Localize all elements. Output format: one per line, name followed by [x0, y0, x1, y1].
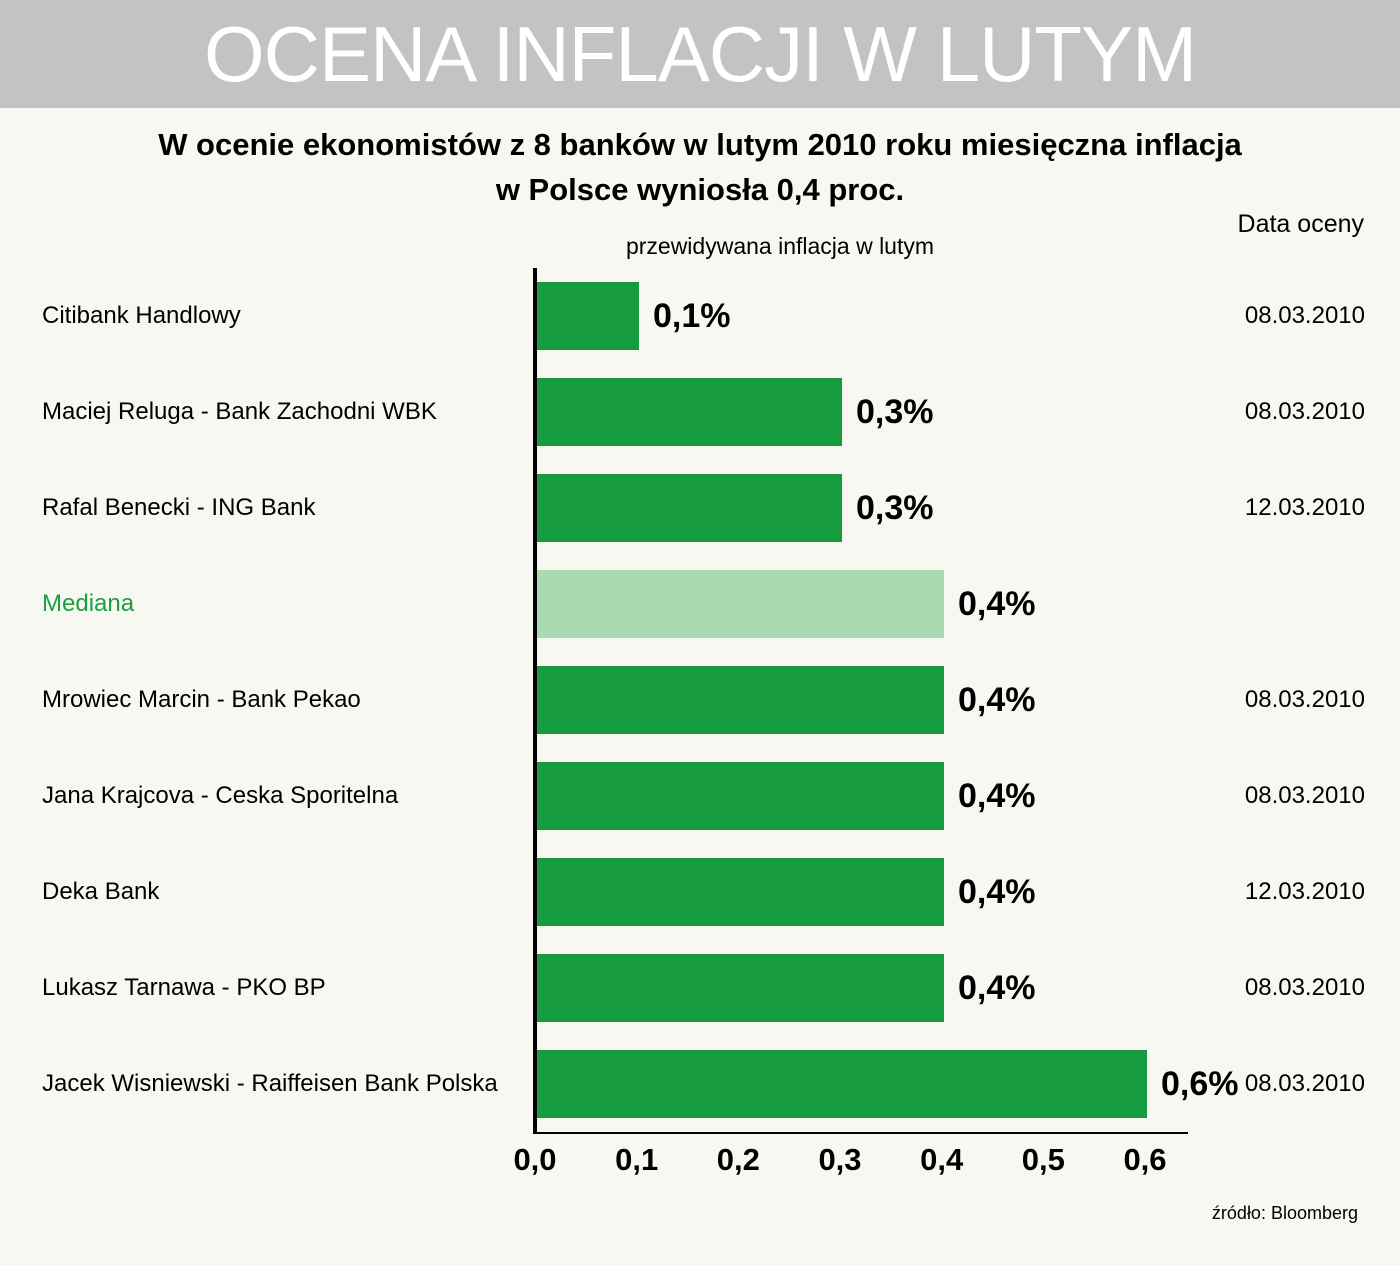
- chart-row: Jacek Wisniewski - Raiffeisen Bank Polsk…: [0, 1036, 1400, 1132]
- x-axis-line: [533, 1132, 1188, 1134]
- date-label: 12.03.2010: [1244, 494, 1365, 521]
- bar: [537, 666, 944, 734]
- value-label: 0,6%: [1161, 1064, 1239, 1103]
- bank-label: Lukasz Tarnawa - PKO BP: [42, 974, 326, 1001]
- bank-label: Citibank Handlowy: [42, 302, 241, 329]
- chart-rows: Citibank Handlowy 0,1% 08.03.2010 Maciej Re…: [0, 268, 1400, 1132]
- chart-row: Rafal Benecki - ING Bank 0,3% 12.03.2010: [0, 460, 1400, 556]
- bank-label: Jana Krajcova - Ceska Sporitelna: [42, 782, 399, 809]
- date-column-header: Data oceny: [1237, 210, 1364, 238]
- x-tick-label: 0,2: [716, 1142, 760, 1177]
- title-banner: OCENA INFLACJI W LUTYM: [0, 0, 1400, 108]
- bar: [537, 378, 842, 446]
- bank-label: Rafal Benecki - ING Bank: [42, 494, 316, 521]
- chart-subtitle: W ocenie ekonomistów z 8 banków w lutym …: [0, 122, 1400, 212]
- value-label: 0,4%: [958, 968, 1036, 1007]
- value-label: 0,4%: [958, 680, 1036, 719]
- chart-row: Mediana 0,4%: [0, 556, 1400, 652]
- x-tick-label: 0,0: [513, 1142, 557, 1177]
- x-tick-label: 0,5: [1021, 1142, 1065, 1177]
- chart-row: Maciej Reluga - Bank Zachodni WBK 0,3% 08.…: [0, 364, 1400, 460]
- chart-row: Deka Bank 0,4% 12.03.2010: [0, 844, 1400, 940]
- bar: [537, 1050, 1147, 1118]
- x-tick-label: 0,3: [818, 1142, 862, 1177]
- value-label: 0,1%: [653, 296, 731, 335]
- subtitle-line-2: w Polsce wyniosła 0,4 proc.: [495, 172, 905, 207]
- x-tick-label: 0,6: [1123, 1142, 1167, 1177]
- bar: [537, 954, 944, 1022]
- bar: [537, 570, 944, 638]
- page-title: OCENA INFLACJI W LUTYM: [203, 9, 1197, 98]
- bar: [537, 762, 944, 830]
- bank-label: Maciej Reluga - Bank Zachodni WBK: [42, 398, 437, 425]
- date-label: 08.03.2010: [1244, 302, 1365, 329]
- y-axis-line: [533, 268, 537, 1134]
- value-label: 0,3%: [856, 392, 934, 431]
- date-label: 08.03.2010: [1244, 782, 1365, 809]
- chart-row: Jana Krajcova - Ceska Sporitelna 0,4% 08.0…: [0, 748, 1400, 844]
- date-label: 12.03.2010: [1244, 878, 1365, 905]
- bank-label: Mediana: [42, 590, 135, 617]
- value-label: 0,4%: [958, 584, 1036, 623]
- value-label: 0,4%: [958, 776, 1036, 815]
- x-axis-ticks: 0,0 0,1 0,2 0,3 0,4 0,5 0,6: [0, 1142, 1400, 1184]
- date-label: 08.03.2010: [1244, 686, 1365, 713]
- bank-label: Deka Bank: [42, 878, 160, 905]
- subtitle-line-1: W ocenie ekonomistów z 8 banków w lutym …: [158, 127, 1242, 162]
- chart-row: Mrowiec Marcin - Bank Pekao 0,4% 08.03.201…: [0, 652, 1400, 748]
- bar: [537, 858, 944, 926]
- date-label: 08.03.2010: [1244, 398, 1365, 425]
- date-label: 08.03.2010: [1244, 974, 1365, 1001]
- source-label: źródło: Bloomberg: [1211, 1203, 1358, 1223]
- bank-label: Mrowiec Marcin - Bank Pekao: [42, 686, 361, 713]
- value-label: 0,4%: [958, 872, 1036, 911]
- chart-row: Citibank Handlowy 0,1% 08.03.2010: [0, 268, 1400, 364]
- x-tick-label: 0,4: [920, 1142, 964, 1177]
- value-label: 0,3%: [856, 488, 934, 527]
- bar: [537, 282, 639, 350]
- x-tick-label: 0,1: [615, 1142, 659, 1177]
- chart-row: Lukasz Tarnawa - PKO BP 0,4% 08.03.2010: [0, 940, 1400, 1036]
- bank-label: Jacek Wisniewski - Raiffeisen Bank Polsk…: [42, 1070, 498, 1097]
- chart-axis-title: przewidywana inflacja w lutym: [625, 233, 935, 259]
- date-label: 08.03.2010: [1244, 1070, 1365, 1097]
- bar: [537, 474, 842, 542]
